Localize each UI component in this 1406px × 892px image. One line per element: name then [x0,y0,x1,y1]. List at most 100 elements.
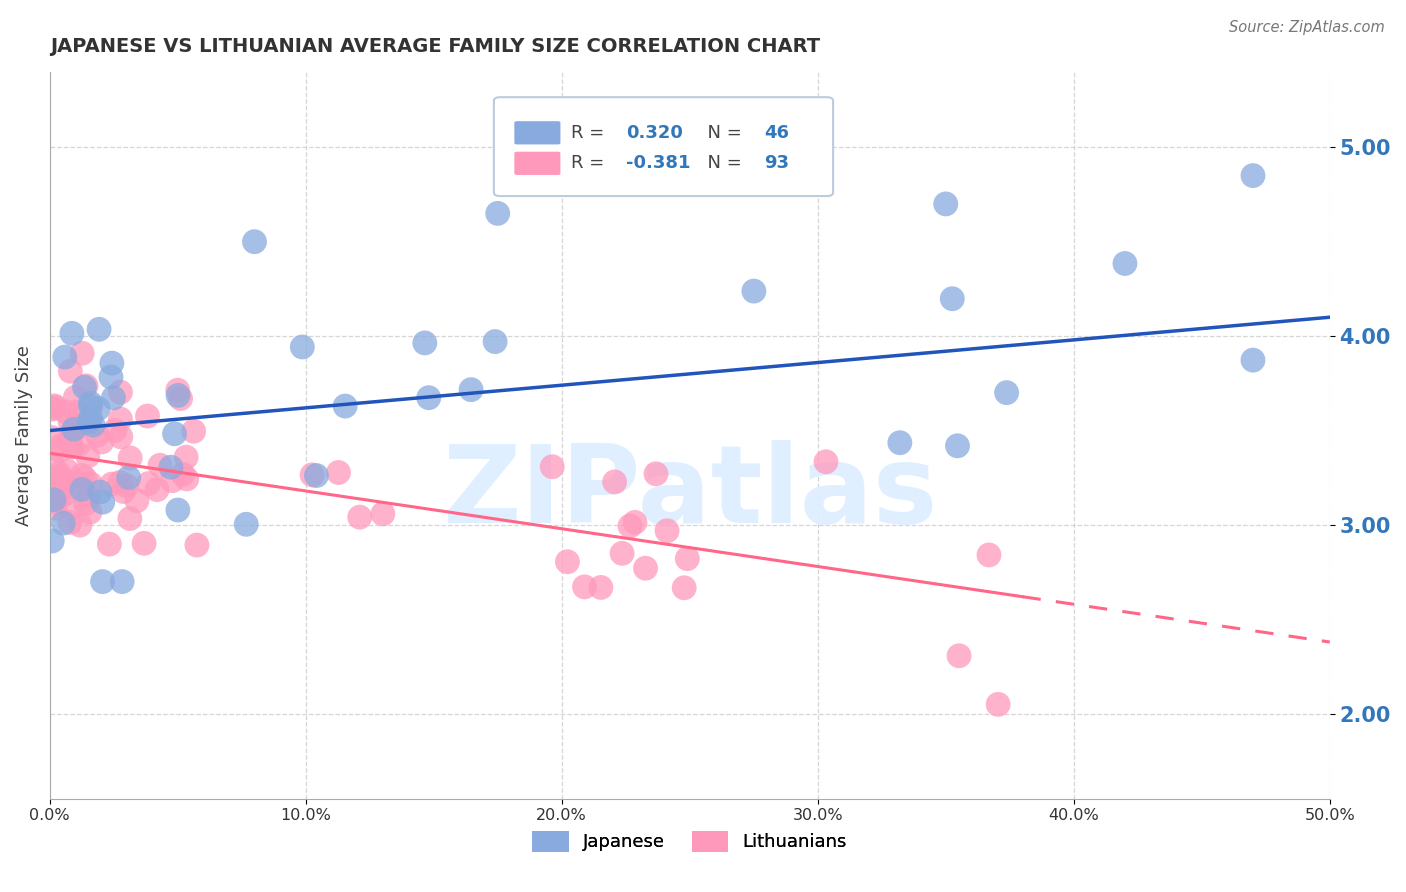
Point [557,555,579,569]
Point [75,497,97,511]
Point [413,335,436,350]
Point [484,334,506,349]
Point [66,421,89,435]
Y-axis label: Average Family Size: Average Family Size [15,345,32,525]
Point [91,574,114,589]
Point [166,383,188,397]
Point [41,472,63,486]
Point [619,519,641,533]
Point [112,484,135,499]
Point [65,405,87,419]
Point [101,477,124,491]
Point [946,439,969,453]
Point [100,370,122,384]
Point [59,516,82,530]
Point [167,503,190,517]
Point [60,425,83,440]
Point [110,412,132,426]
Point [655,524,678,538]
Point [167,388,190,402]
Point [65,390,87,404]
Text: 0.320: 0.320 [626,124,682,142]
Point [41,533,63,548]
Point [70,483,93,497]
Point [176,472,198,486]
Point [418,391,440,405]
Point [349,510,371,524]
FancyBboxPatch shape [515,152,561,175]
Point [45,495,67,509]
Point [941,292,963,306]
Point [58,434,80,448]
Point [42,478,65,492]
Point [87,322,110,336]
Point [624,516,647,530]
Point [235,517,257,532]
Point [48,467,70,481]
Point [486,206,509,220]
Point [125,493,148,508]
Point [55,478,77,492]
Point [603,475,626,489]
Point [333,399,356,413]
Point [41,458,63,473]
Point [243,235,266,249]
Point [995,385,1018,400]
Point [60,440,83,454]
Point [183,424,205,438]
Point [76,449,98,463]
Point [52,488,75,502]
Point [63,422,86,436]
Point [1241,169,1264,183]
Point [55,475,77,489]
Point [169,392,191,406]
Point [48,470,70,484]
Point [53,350,76,364]
Point [371,507,394,521]
Point [45,477,67,491]
Point [115,479,138,493]
Point [41,402,63,417]
Text: N =: N = [696,124,748,142]
Point [73,471,96,485]
Point [44,399,66,413]
Point [301,467,323,482]
Point [101,356,124,370]
Point [41,431,63,445]
Point [110,430,132,444]
Point [59,415,82,429]
Legend: Japanese, Lithuanians: Japanese, Lithuanians [526,823,855,859]
Point [49,443,72,458]
Point [51,439,73,453]
Point [163,426,186,441]
Point [186,538,208,552]
Point [136,476,159,491]
Point [80,400,103,414]
Point [1241,353,1264,368]
Point [174,450,197,465]
Text: JAPANESE VS LITHUANIAN AVERAGE FAMILY SIZE CORRELATION CHART: JAPANESE VS LITHUANIAN AVERAGE FAMILY SI… [49,37,820,56]
Point [610,546,633,560]
Point [75,379,97,393]
Point [541,459,564,474]
Point [977,548,1000,562]
Point [328,466,350,480]
Point [77,490,100,504]
Point [103,391,125,405]
Point [69,518,91,533]
Point [108,475,131,490]
Point [676,551,699,566]
Point [79,396,101,410]
Point [49,483,72,498]
Point [52,516,75,530]
Point [56,464,79,478]
Point [77,415,100,429]
Point [44,501,66,516]
Point [305,468,328,483]
Point [160,460,183,475]
Point [82,418,104,433]
Point [60,440,83,454]
Point [987,698,1010,712]
Point [634,561,657,575]
Text: R =: R = [571,124,610,142]
